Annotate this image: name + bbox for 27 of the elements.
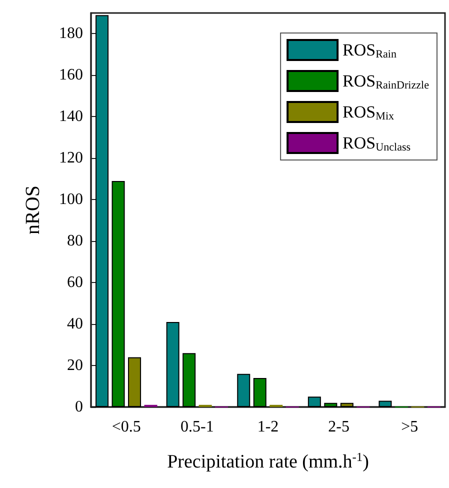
bar	[128, 357, 142, 407]
x-tick-label: >5	[401, 418, 418, 436]
bar	[340, 402, 354, 407]
y-tick-label: 60	[67, 274, 83, 292]
bar	[253, 378, 266, 407]
y-tick-label: 80	[67, 232, 83, 250]
y-tick-label: 40	[67, 316, 83, 333]
y-tick-label: 140	[59, 108, 83, 126]
y-tick-label: 160	[59, 66, 83, 84]
bar	[378, 400, 392, 407]
bar	[182, 353, 196, 407]
bar	[112, 180, 125, 407]
bar	[308, 396, 321, 407]
x-tick-label: 2-5	[328, 418, 350, 436]
y-tick-label: 120	[59, 150, 83, 167]
y-tick-label: 180	[59, 25, 83, 42]
x-tick-label: 1-2	[257, 418, 279, 436]
y-tick-label: 0	[75, 398, 83, 416]
y-tick-label: 20	[67, 357, 83, 374]
bar	[166, 322, 180, 407]
y-tick-label: 100	[59, 191, 83, 208]
x-tick-label: 0.5-1	[180, 418, 214, 436]
bar	[237, 374, 250, 407]
bar	[324, 402, 338, 407]
x-tick-label: <0.5	[112, 418, 141, 436]
bar	[96, 15, 109, 407]
y-axis-title: nROS	[22, 186, 44, 234]
